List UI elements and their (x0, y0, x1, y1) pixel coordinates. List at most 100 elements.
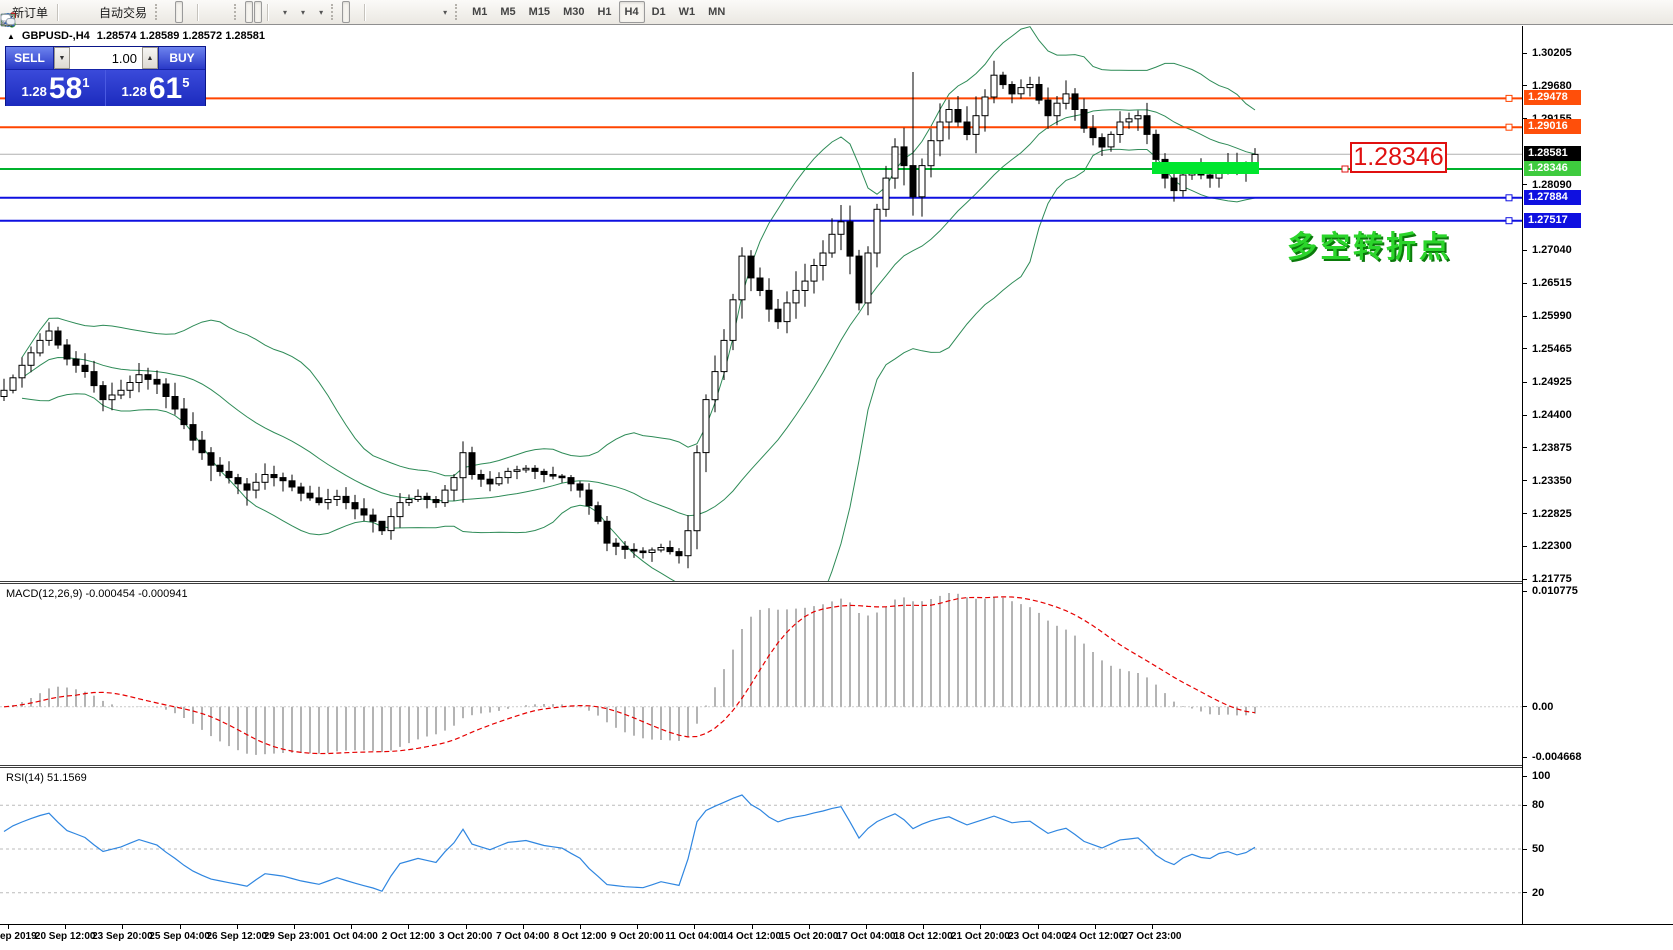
candle-body (117, 389, 125, 396)
candle-body (360, 508, 368, 516)
crosshair-button[interactable] (2, 1, 359, 26)
axis-tick-label: 1.25465 (1532, 342, 1572, 355)
line-chart-button[interactable] (1, 1, 192, 25)
candle-body (0, 389, 8, 397)
candle-body (1035, 84, 1043, 101)
candle-body (1062, 93, 1070, 104)
indicators-button[interactable]: ▾ (1, 1, 291, 27)
time-tick-label: 1 Oct 04:00 (324, 931, 378, 942)
fibonacci-button[interactable]: F (2, 1, 415, 28)
collapse-icon[interactable]: ▲ (7, 31, 15, 41)
time-tick (351, 925, 353, 929)
vertical-line-button[interactable] (7, 1, 379, 26)
community-button[interactable] (1, 1, 81, 26)
volume-decrease-button[interactable]: ▼ (54, 47, 70, 69)
axis-tick-label: 1.29680 (1532, 79, 1572, 92)
candle-body (918, 165, 926, 198)
sell-price-pip: 1 (82, 75, 90, 90)
candle-body (864, 252, 872, 304)
time-tick-label: 29 Sep 23:00 (263, 931, 325, 942)
highlight-rectangle[interactable] (1152, 162, 1259, 174)
signals-button[interactable] (1, 1, 90, 27)
text-button[interactable]: A (4, 1, 424, 28)
candlestick-chart-button[interactable] (2, 1, 184, 27)
candle-body (909, 165, 917, 198)
candle-body (999, 74, 1007, 86)
auto-scroll-button[interactable] (1, 1, 254, 26)
candle-body (333, 495, 341, 500)
zoom-out-button[interactable] (1, 1, 221, 27)
time-tick (1152, 925, 1153, 929)
axis-tick-label: 1.28090 (1532, 178, 1572, 191)
trendline-button[interactable] (1, 1, 397, 26)
candle-body (252, 481, 260, 491)
panel-splitter[interactable] (0, 765, 1522, 768)
timeframe-h1[interactable]: H1 (597, 6, 612, 18)
chart-shift-button[interactable] (1, 1, 263, 26)
timeframe-m5[interactable]: M5 (500, 6, 516, 18)
hline-handle[interactable] (1505, 194, 1513, 202)
time-tick (179, 925, 181, 929)
cursor-button[interactable] (5, 1, 351, 26)
candle-body (459, 452, 467, 479)
buy-price-panel[interactable]: 1.28 61 5 (106, 70, 205, 106)
candle-body (567, 477, 575, 485)
time-tick-label: 24 Oct 12:00 (1065, 931, 1125, 942)
axis-tick (1523, 315, 1527, 317)
timeframe-d1[interactable]: D1 (651, 6, 666, 18)
buy-button[interactable]: BUY (158, 47, 205, 69)
candle-body (963, 121, 971, 135)
price-callout-anchor (1341, 165, 1349, 173)
panel-splitter[interactable] (0, 581, 1522, 584)
text-label-button[interactable]: T (1, 1, 433, 26)
candle-body (216, 464, 224, 472)
hline-handle[interactable] (1505, 94, 1513, 102)
time-tick-label: 25 Sep 04:00 (149, 931, 210, 942)
axis-tick (1523, 480, 1527, 482)
turning-point-note[interactable]: 多空转折点 (1287, 231, 1452, 264)
separator (57, 3, 60, 21)
time-tick-label: 2 Oct 12:00 (381, 931, 436, 942)
candle-body (1008, 84, 1016, 95)
candle-body (225, 470, 233, 479)
timeframe-h4[interactable]: H4 (618, 1, 645, 23)
candle-body (855, 255, 863, 304)
timeframe-group: M1 M5 M15 M30 H1 H4 D1 W1 MN (466, 1, 731, 23)
volume-increase-button[interactable]: ▲ (142, 47, 158, 69)
zoom-in-button[interactable] (1, 1, 212, 27)
candle-body (198, 439, 206, 454)
rsi-label: RSI(14) 51.1569 (6, 772, 87, 784)
market-button[interactable] (0, 1, 72, 28)
chat-button[interactable] (0, 1, 1661, 25)
sell-price-panel[interactable]: 1.28 58 1 (6, 70, 106, 106)
candle-body (837, 221, 845, 235)
volume-input[interactable] (70, 49, 142, 67)
candle-body (873, 208, 881, 254)
autotrading-button[interactable]: 自动交易 (1, 1, 151, 26)
candle-body (90, 371, 98, 387)
horizontal-line-button[interactable] (2, 1, 388, 23)
time-tick (1037, 925, 1039, 929)
sell-price-prefix: 1.28 (21, 84, 47, 99)
shapes-button[interactable]: ▾ (1, 1, 451, 26)
price-callout-box[interactable]: 1.28346 (1350, 142, 1447, 173)
templates-button[interactable]: ▾ (1, 1, 327, 26)
toolbar-grip (455, 4, 460, 20)
spinner-down-icon: ▼ (58, 54, 66, 62)
time-tick-label: 21 Oct 20:00 (950, 931, 1010, 942)
bar-chart-button[interactable] (2, 1, 174, 24)
axis-tick (1523, 706, 1527, 708)
timeframe-m30[interactable]: M30 (563, 6, 585, 18)
timeframe-w1[interactable]: W1 (678, 6, 696, 18)
timeframe-m15[interactable]: M15 (528, 6, 551, 18)
timeframe-m1[interactable]: M1 (472, 6, 488, 18)
timeframe-mn[interactable]: MN (708, 6, 726, 18)
sell-button[interactable]: SELL (6, 47, 54, 69)
channel-button[interactable]: E (1, 1, 406, 28)
candle-body (396, 502, 404, 518)
periods-button[interactable]: ▾ (1, 1, 309, 27)
hline-handle[interactable] (1505, 123, 1513, 131)
tile-windows-button[interactable] (2, 1, 230, 26)
hline-handle[interactable] (1505, 217, 1513, 225)
